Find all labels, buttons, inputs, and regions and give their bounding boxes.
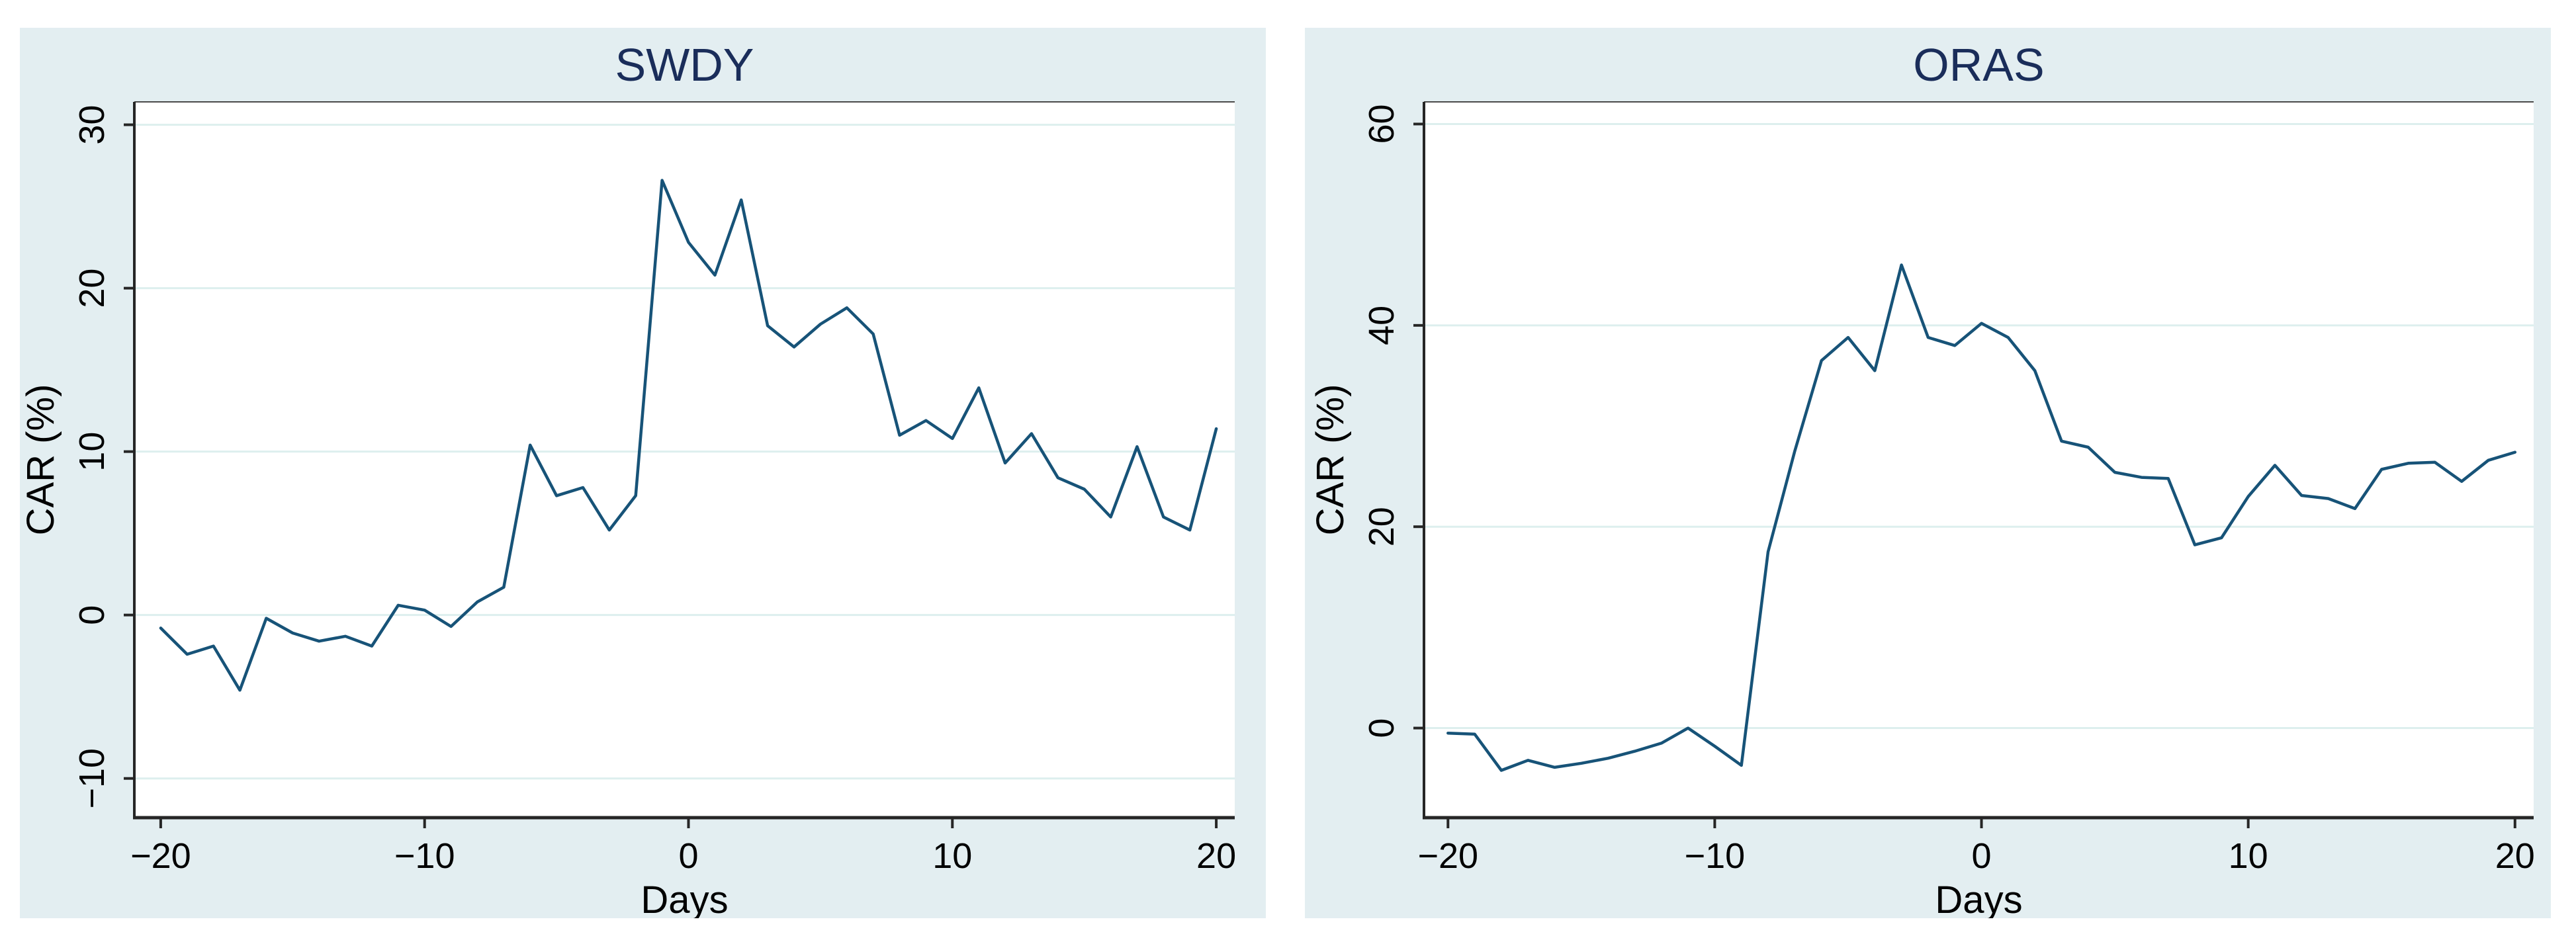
plot-area xyxy=(1424,102,2534,818)
y-axis-tick-label: 0 xyxy=(1362,718,1401,738)
chart-title: SWDY xyxy=(615,39,754,91)
x-axis-tick-label: −20 xyxy=(130,836,191,876)
y-axis-tick-label: −10 xyxy=(72,748,112,809)
y-axis-tick-label: 60 xyxy=(1362,104,1401,144)
plot-area xyxy=(134,102,1235,818)
y-axis-tick-label: 0 xyxy=(72,605,112,625)
y-axis-tick-label: 30 xyxy=(72,105,112,145)
x-axis-title: Days xyxy=(1935,879,2022,918)
chart-panel-oras: 0 20 40 60 −20 −10 0 10 20 Days CAR (%) ORAS xyxy=(1305,28,2551,918)
x-axis-tick-label: 0 xyxy=(678,836,698,876)
x-axis-tick-label: 10 xyxy=(932,836,972,876)
chart-title: ORAS xyxy=(1913,39,2044,91)
y-axis-tick-label: 10 xyxy=(72,432,112,472)
x-axis-tick-label: −20 xyxy=(1417,836,1478,876)
y-axis-title: CAR (%) xyxy=(1309,384,1352,536)
oras-chart: 0 20 40 60 −20 −10 0 10 20 Days CAR (%) ORAS xyxy=(1309,39,2535,918)
x-axis-tick-label: 0 xyxy=(1972,836,1992,876)
x-axis-tick-label: 20 xyxy=(1196,836,1236,876)
car-series-line xyxy=(159,179,1218,692)
y-axis-tick-label: 40 xyxy=(1362,306,1401,345)
x-axis-tick-label: −10 xyxy=(1685,836,1746,876)
y-axis-tick-label: 20 xyxy=(1362,507,1401,546)
x-axis-title: Days xyxy=(641,879,728,918)
swdy-chart: −10 0 10 20 30 −20 −10 0 10 20 Days CAR (%) SWDY xyxy=(20,39,1236,918)
y-axis-tick-label: 20 xyxy=(72,269,112,308)
car-series-line xyxy=(1446,263,2517,772)
x-axis-tick-label: 20 xyxy=(2495,836,2535,876)
x-axis-tick-label: 10 xyxy=(2229,836,2268,876)
x-axis-tick-label: −10 xyxy=(394,836,455,876)
chart-panel-swdy: −10 0 10 20 30 −20 −10 0 10 20 Days CAR (%) SWDY xyxy=(20,28,1266,918)
y-axis-title: CAR (%) xyxy=(20,384,62,536)
